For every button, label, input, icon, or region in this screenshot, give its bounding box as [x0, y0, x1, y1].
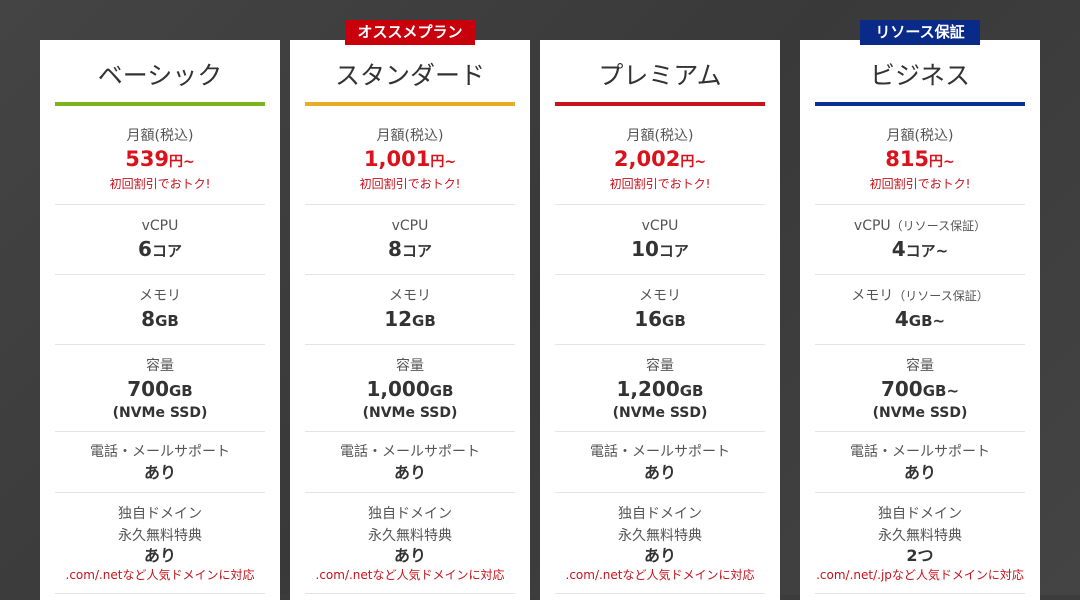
price-value: 539円~ [125, 147, 195, 171]
disk-row: 容量 1,200GB (NVMe SSD) [555, 345, 765, 432]
vcpu-row: vCPU（リソース保証） 4コア~ [815, 205, 1025, 275]
support-row: 電話・メールサポート あり [55, 432, 265, 493]
discount-note: 初回割引でおトク! [109, 177, 211, 191]
domain-note: .com/.netなど人気ドメインに対応 [315, 568, 505, 582]
memory-row: メモリ 16GB [555, 275, 765, 345]
vcpu-row: vCPU 6コア [55, 205, 265, 275]
plan-name: プレミアム [598, 61, 722, 90]
support-row: 電話・メールサポート あり [555, 432, 765, 493]
disk-row: 容量 1,000GB (NVMe SSD) [305, 345, 515, 432]
price-value: 1,001円~ [363, 147, 457, 171]
plan-card: スタンダード 月額(税込) 1,001円~ 初回割引でおトク! vCPU 8コア… [290, 40, 530, 600]
vcpu-row: vCPU 8コア [305, 205, 515, 275]
discount-note: 初回割引でおトク! [359, 177, 461, 191]
domain-note: .com/.net/.jpなど人気ドメインに対応 [816, 568, 1024, 582]
domain-row: 独自ドメイン 永久無料特典 2つ .com/.net/.jpなど人気ドメインに対… [815, 493, 1025, 594]
price-row: 月額(税込) 539円~ 初回割引でおトク! [55, 126, 265, 205]
domain-row: 独自ドメイン 永久無料特典 あり .com/.netなど人気ドメインに対応 [55, 493, 265, 594]
domain-row: 独自ドメイン 永久無料特典 あり .com/.netなど人気ドメインに対応 [305, 493, 515, 594]
memory-row: メモリ 12GB [305, 275, 515, 345]
plan-card: プレミアム 月額(税込) 2,002円~ 初回割引でおトク! vCPU 10コア… [540, 40, 780, 600]
price-value: 815円~ [885, 147, 955, 171]
domain-note: .com/.netなど人気ドメインに対応 [65, 568, 255, 582]
disk-row: 容量 700GB~ (NVMe SSD) [815, 345, 1025, 432]
discount-note: 初回割引でおトク! [609, 177, 711, 191]
price-label: 月額(税込) [626, 128, 694, 144]
disk-row: 容量 700GB (NVMe SSD) [55, 345, 265, 432]
plan-color-bar [555, 102, 765, 106]
plan-badge: オススメプラン [345, 20, 475, 45]
plan-color-bar [305, 102, 515, 106]
price-label: 月額(税込) [376, 128, 444, 144]
price-label: 月額(税込) [126, 128, 194, 144]
price-row: 月額(税込) 815円~ 初回割引でおトク! [815, 126, 1025, 205]
support-row: 電話・メールサポート あり [305, 432, 515, 493]
plan-name: スタンダード [334, 61, 485, 90]
price-row: 月額(税込) 1,001円~ 初回割引でおトク! [305, 126, 515, 205]
domain-row: 独自ドメイン 永久無料特典 あり .com/.netなど人気ドメインに対応 [555, 493, 765, 594]
price-row: 月額(税込) 2,002円~ 初回割引でおトク! [555, 126, 765, 205]
memory-row: メモリ（リソース保証） 4GB~ [815, 275, 1025, 345]
support-row: 電話・メールサポート あり [815, 432, 1025, 493]
domain-note: .com/.netなど人気ドメインに対応 [565, 568, 755, 582]
memory-row: メモリ 8GB [55, 275, 265, 345]
plan-color-bar [815, 102, 1025, 106]
plan-color-bar [55, 102, 265, 106]
plan-badge: リソース保証 [860, 20, 980, 45]
plan-card: ビジネス 月額(税込) 815円~ 初回割引でおトク! vCPU（リソース保証）… [800, 40, 1040, 600]
plan-name: ビジネス [869, 61, 970, 90]
plan-name: ベーシック [97, 61, 223, 90]
price-value: 2,002円~ [613, 147, 707, 171]
discount-note: 初回割引でおトク! [869, 177, 971, 191]
plan-card: ベーシック 月額(税込) 539円~ 初回割引でおトク! vCPU 6コア メモ… [40, 40, 280, 600]
price-label: 月額(税込) [886, 128, 954, 144]
vcpu-row: vCPU 10コア [555, 205, 765, 275]
